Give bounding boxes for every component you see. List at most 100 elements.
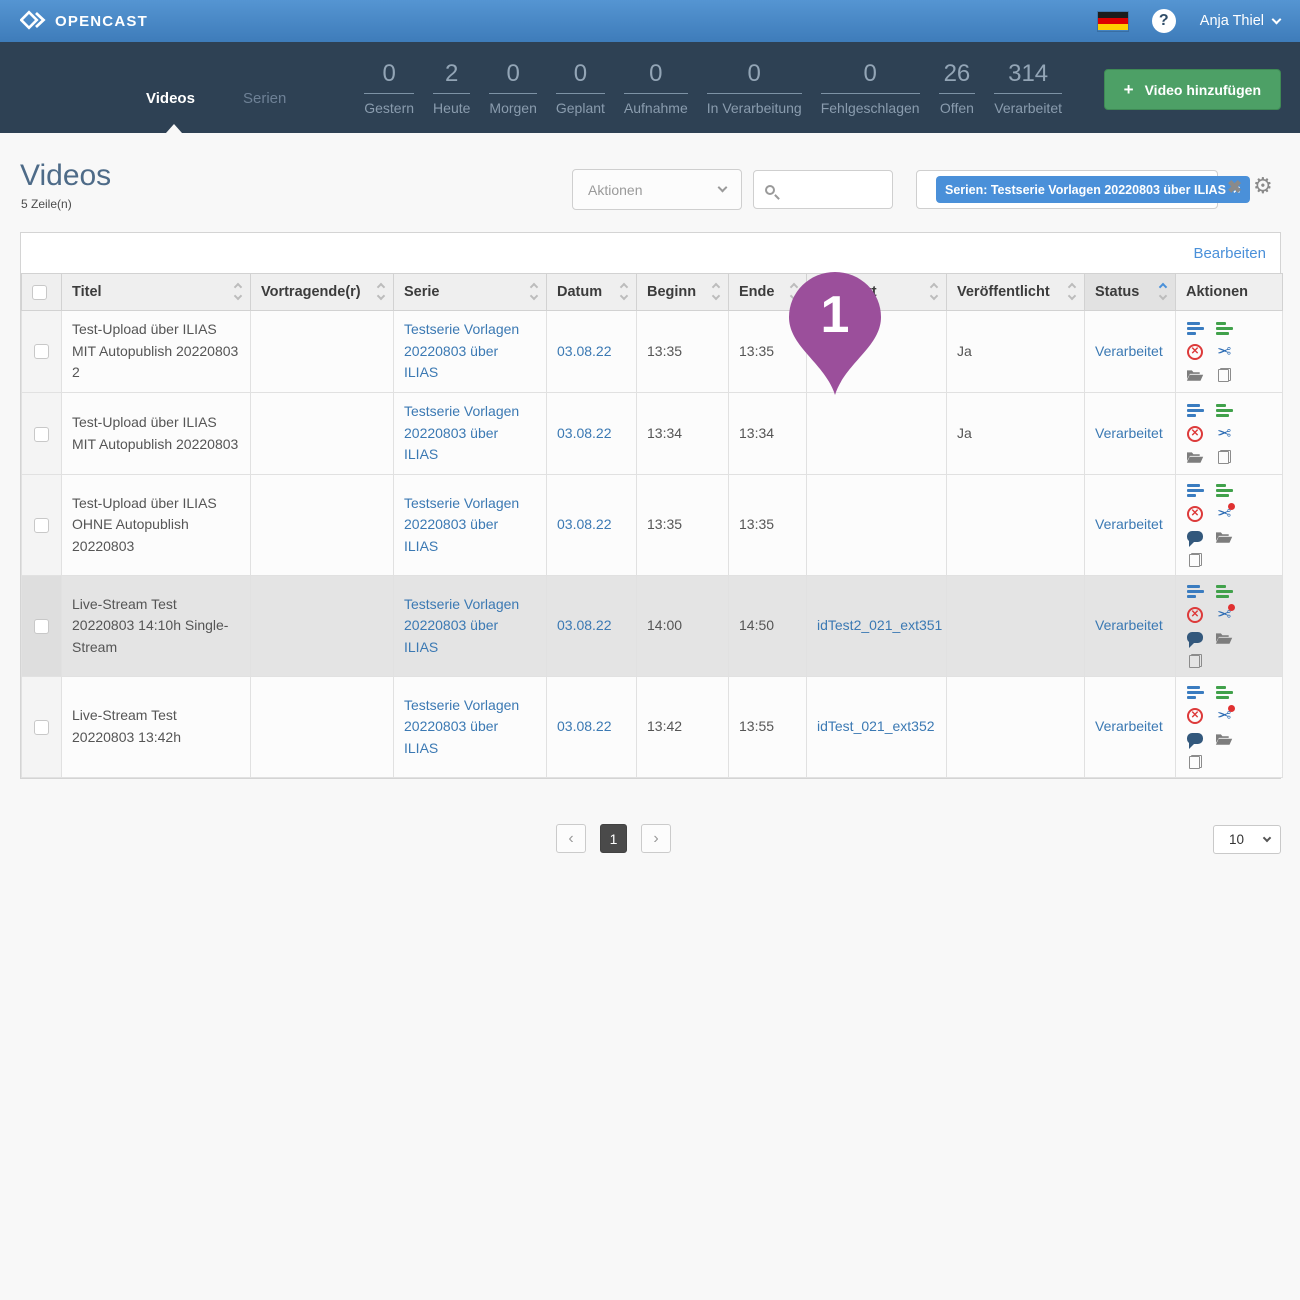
series-details-icon[interactable] [1215,483,1233,498]
assets-folder-icon[interactable] [1186,367,1204,382]
comments-icon[interactable] [1186,529,1204,548]
series-details-icon[interactable] [1215,685,1233,700]
language-flag-german-icon[interactable] [1097,11,1128,31]
date-link[interactable]: 03.08.22 [557,424,612,441]
column-header-serie[interactable]: Serie [393,273,547,311]
row-checkbox[interactable] [34,518,49,534]
cut-icon[interactable]: ✂ [1215,604,1235,624]
series-link[interactable]: Testserie Vorlagen 20220803 über ILIAS [404,403,520,463]
row-checkbox[interactable] [34,619,49,635]
column-header-veröffentlicht[interactable]: Veröffentlicht [946,273,1085,311]
series-link[interactable]: Testserie Vorlagen 20220803 über ILIAS [404,321,520,381]
stat-in-verarbeitung[interactable]: 0 In Verarbeitung [706,60,802,116]
row-checkbox[interactable] [34,344,49,360]
series-details-icon[interactable] [1215,584,1233,599]
sort-icon[interactable] [929,282,939,301]
next-page-button[interactable]: › [641,824,671,853]
assets-folder-icon[interactable] [1215,731,1233,746]
duplicate-icon[interactable] [1186,653,1204,668]
sort-icon[interactable] [376,282,386,301]
column-header-datum[interactable]: Datum [546,273,637,311]
assets-folder-icon[interactable] [1186,449,1204,464]
series-details-icon[interactable] [1215,321,1233,336]
stat-offen[interactable]: 26 Offen [938,60,976,116]
sort-icon[interactable] [711,282,721,301]
status-link[interactable]: Verarbeitet [1095,342,1163,359]
cut-icon[interactable]: ✂ [1216,424,1232,444]
comments-icon[interactable] [1186,731,1204,750]
delete-icon[interactable]: ✕ [1186,707,1204,724]
location-link[interactable]: idTest_021_ext352 [817,718,935,735]
sort-icon[interactable] [1158,282,1168,301]
sort-icon[interactable] [233,282,243,301]
status-link[interactable]: Verarbeitet [1095,424,1163,441]
status-link[interactable]: Verarbeitet [1095,617,1163,634]
assets-folder-icon[interactable] [1215,630,1233,645]
event-details-icon[interactable] [1186,584,1204,599]
stat-geplant[interactable]: 0 Geplant [555,60,605,116]
delete-icon[interactable]: ✕ [1186,505,1204,522]
cut-icon[interactable]: ✂ [1215,705,1235,725]
series-details-icon[interactable] [1215,403,1233,418]
cell-presenter [250,474,394,577]
prev-page-button[interactable]: ‹ [556,824,586,853]
filter-settings-gear-icon[interactable]: ⚙ [1253,173,1273,198]
delete-icon[interactable]: ✕ [1186,343,1204,360]
series-link[interactable]: Testserie Vorlagen 20220803 über ILIAS [404,696,520,756]
actions-dropdown[interactable]: Aktionen [572,169,742,210]
cut-icon[interactable]: ✂ [1216,342,1232,362]
stat-aufnahme[interactable]: 0 Aufnahme [623,60,688,116]
duplicate-icon[interactable] [1186,754,1204,769]
delete-icon[interactable]: ✕ [1186,425,1204,442]
edit-link[interactable]: Bearbeiten [1193,244,1266,262]
comments-icon[interactable] [1186,630,1204,649]
event-details-icon[interactable] [1186,403,1204,418]
duplicate-icon[interactable] [1215,367,1233,382]
stat-gestern[interactable]: 0 Gestern [364,60,415,116]
sort-icon[interactable] [1067,282,1077,301]
column-header-vortragende(r)[interactable]: Vortragende(r) [250,273,394,311]
status-link[interactable]: Verarbeitet [1095,718,1163,735]
event-details-icon[interactable] [1186,483,1204,498]
status-link[interactable]: Verarbeitet [1095,516,1163,533]
duplicate-icon[interactable] [1186,552,1204,567]
stat-fehlgeschlagen[interactable]: 0 Fehlgeschlagen [820,60,920,116]
duplicate-icon[interactable] [1215,449,1233,464]
column-header-status[interactable]: Status [1084,273,1176,311]
user-menu[interactable]: Anja Thiel [1200,13,1282,29]
stat-heute[interactable]: 2 Heute [433,60,471,116]
cut-icon[interactable]: ✂ [1215,503,1235,523]
row-checkbox[interactable] [34,720,49,736]
search-box[interactable] [753,170,893,209]
sort-icon[interactable] [529,282,539,301]
stat-morgen[interactable]: 0 Morgen [489,60,537,116]
row-checkbox[interactable] [34,426,49,442]
tab-videos[interactable]: Videos [146,90,195,107]
filter-chip[interactable]: Serien: Testserie Vorlagen 20220803 über… [936,176,1250,203]
tab-serien[interactable]: Serien [243,90,287,107]
series-link[interactable]: Testserie Vorlagen 20220803 über ILIAS [404,595,520,655]
page-size-select[interactable]: 10 [1213,825,1281,854]
column-header-beginn[interactable]: Beginn [636,273,729,311]
date-link[interactable]: 03.08.22 [557,617,612,634]
event-details-icon[interactable] [1186,321,1204,336]
event-details-icon[interactable] [1186,685,1204,700]
date-link[interactable]: 03.08.22 [557,718,612,735]
search-input[interactable] [783,182,873,197]
series-link[interactable]: Testserie Vorlagen 20220803 über ILIAS [404,494,520,554]
column-label: Status [1095,284,1140,300]
clear-filters-icon[interactable]: ✖ [1227,177,1243,197]
stat-verarbeitet[interactable]: 314 Verarbeitet [994,60,1062,116]
date-link[interactable]: 03.08.22 [557,516,612,533]
help-icon[interactable]: ? [1151,9,1176,33]
add-video-button[interactable]: + Video hinzufügen [1103,69,1281,110]
delete-icon[interactable]: ✕ [1186,606,1204,623]
location-link[interactable]: idTest2_021_ext351 [817,617,943,634]
select-all-checkbox[interactable] [32,284,47,300]
chip-remove-icon[interactable]: × [1232,182,1241,197]
date-link[interactable]: 03.08.22 [557,342,612,359]
current-page[interactable]: 1 [600,824,627,853]
sort-icon[interactable] [619,282,629,301]
assets-folder-icon[interactable] [1215,529,1233,544]
column-header-titel[interactable]: Titel [61,273,251,311]
